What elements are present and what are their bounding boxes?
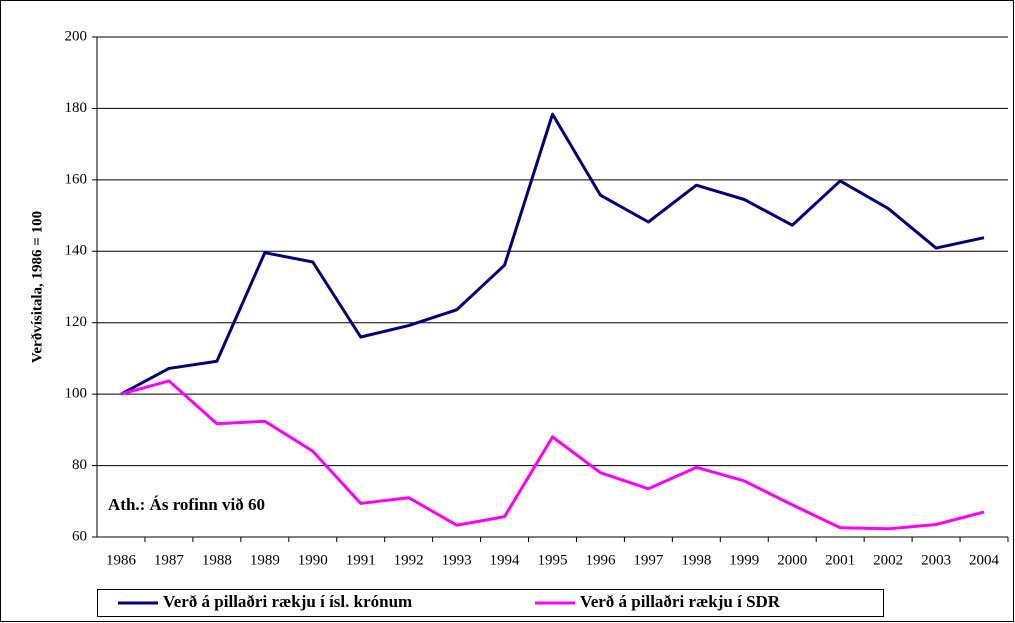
x-tick-label: 1986 bbox=[106, 552, 137, 568]
x-tick-label: 1989 bbox=[250, 552, 280, 568]
y-tick-label: 200 bbox=[65, 28, 88, 44]
x-tick-label: 1999 bbox=[729, 552, 759, 568]
x-tick-label: 1992 bbox=[394, 552, 424, 568]
y-tick-label: 160 bbox=[65, 171, 88, 187]
y-axis-label: Verðvísitala, 1986 = 100 bbox=[29, 211, 45, 363]
x-tick-label: 1991 bbox=[346, 552, 376, 568]
x-tick-label: 2002 bbox=[873, 552, 903, 568]
y-tick-label: 100 bbox=[65, 386, 88, 402]
y-tick-label: 80 bbox=[72, 457, 87, 473]
x-tick-label: 1997 bbox=[633, 552, 664, 568]
legend-label: Verð á pillaðri rækju í SDR bbox=[580, 592, 781, 611]
series-line bbox=[120, 112, 985, 396]
y-tick-label: 60 bbox=[72, 528, 87, 544]
x-tick-label: 2004 bbox=[969, 552, 1000, 568]
x-tick-label: 2003 bbox=[921, 552, 951, 568]
y-tick-label: 140 bbox=[65, 243, 88, 259]
x-tick-label: 1987 bbox=[154, 552, 185, 568]
y-tick-label: 180 bbox=[65, 100, 88, 116]
x-tick-label: 1998 bbox=[681, 552, 711, 568]
x-tick-label: 1993 bbox=[442, 552, 472, 568]
annotation: Ath.: Ás rofinn við 60 bbox=[108, 495, 265, 514]
x-tick-label: 1996 bbox=[585, 552, 616, 568]
x-tick-label: 2001 bbox=[825, 552, 855, 568]
x-tick-label: 1994 bbox=[490, 552, 521, 568]
y-tick-label: 120 bbox=[65, 314, 88, 330]
x-tick-label: 1988 bbox=[202, 552, 232, 568]
x-tick-label: 1990 bbox=[298, 552, 328, 568]
x-tick-label: 1995 bbox=[538, 552, 568, 568]
x-tick-label: 2000 bbox=[777, 552, 807, 568]
series-line bbox=[120, 379, 985, 531]
legend-box bbox=[97, 589, 884, 617]
legend-label: Verð á pillaðri rækju í ísl. krónum bbox=[163, 592, 412, 611]
